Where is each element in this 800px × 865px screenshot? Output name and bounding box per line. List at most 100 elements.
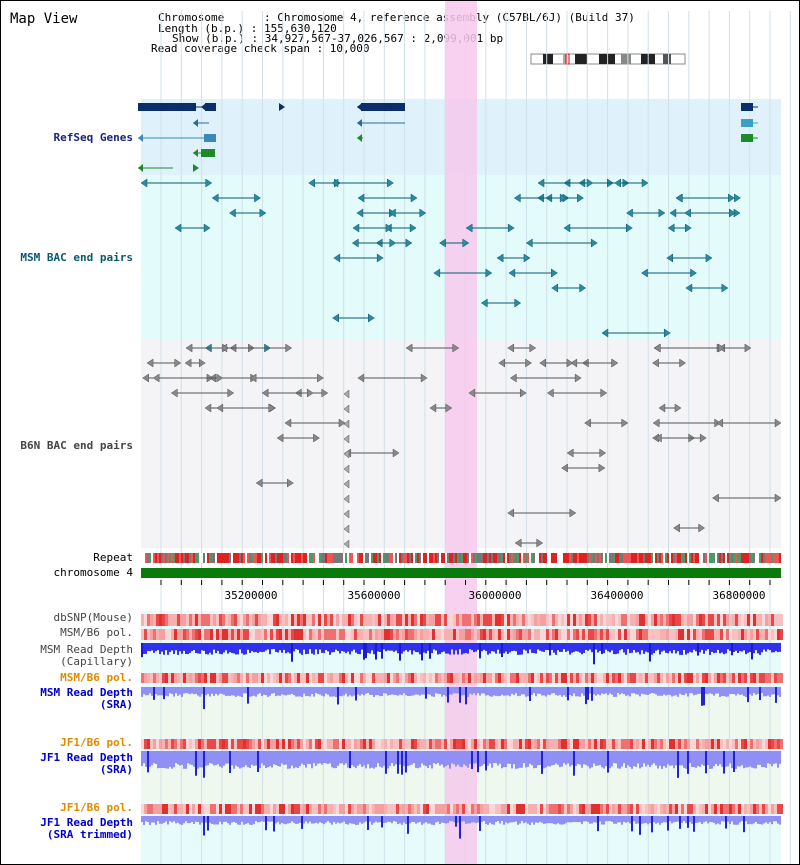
depth-bar — [615, 751, 617, 764]
depth-bar — [181, 687, 183, 697]
heat-cell — [669, 739, 672, 749]
heat-cell — [219, 629, 222, 640]
depth-bar — [639, 687, 641, 697]
polymorphism-heatmaps[interactable] — [141, 614, 783, 814]
read-depth-plots[interactable] — [141, 643, 781, 839]
chromosome-bar-track[interactable] — [141, 568, 781, 578]
depth-bar — [753, 751, 755, 769]
heat-cell — [342, 739, 345, 749]
heat-cell — [576, 614, 579, 626]
depth-bar — [555, 816, 557, 825]
depth-bar — [779, 816, 781, 825]
heat-cell — [153, 804, 156, 814]
heat-cell — [249, 614, 252, 626]
depth-bar — [263, 643, 265, 652]
depth-bar — [231, 751, 233, 766]
depth-bar — [617, 816, 619, 823]
bac-end-marker — [525, 358, 532, 368]
heat-cell — [594, 629, 597, 640]
depth-bar — [603, 816, 605, 825]
heat-cell — [600, 614, 603, 626]
b6n-bac-track[interactable] — [142, 343, 782, 549]
repeat-segment — [545, 553, 547, 563]
heat-cell — [261, 739, 264, 749]
depth-bar — [423, 643, 425, 653]
repeat-segment — [585, 553, 587, 563]
heat-cell — [768, 673, 771, 683]
depth-bar — [687, 687, 689, 697]
heat-cell — [399, 614, 402, 626]
depth-bar — [363, 816, 365, 823]
depth-bar — [655, 643, 657, 651]
depth-bar — [389, 687, 391, 696]
heat-cell — [387, 739, 390, 749]
gene-arrow — [201, 103, 206, 111]
depth-bar — [163, 751, 165, 768]
repeat-segment — [181, 553, 183, 563]
bac-end-marker — [507, 343, 515, 353]
heat-cell — [549, 804, 552, 814]
heat-cell — [285, 804, 288, 814]
depth-bar — [599, 643, 601, 651]
heat-cell — [213, 629, 216, 640]
repeat-track[interactable] — [145, 553, 781, 563]
heat-cell — [699, 739, 702, 749]
heat-cell — [480, 629, 483, 640]
repeat-segment — [481, 553, 483, 563]
heat-cell — [756, 673, 759, 683]
depth-bar — [645, 687, 647, 695]
depth-bar — [541, 751, 543, 774]
depth-bar — [637, 643, 639, 653]
refseq-genes-track[interactable] — [138, 103, 758, 172]
repeat-segment — [471, 553, 473, 563]
heat-cell — [777, 673, 780, 683]
heat-cell — [192, 629, 195, 640]
heat-cell — [270, 673, 273, 683]
depth-bar — [403, 816, 405, 823]
depth-bar — [521, 816, 523, 822]
heat-cell — [432, 614, 435, 626]
repeat-segment — [623, 553, 625, 563]
depth-bar — [353, 687, 355, 696]
heat-cell — [513, 614, 516, 626]
msm-bac-track[interactable] — [140, 178, 741, 353]
heat-cell — [684, 739, 687, 749]
depth-bar — [381, 816, 383, 828]
repeat-segment — [387, 553, 389, 563]
depth-bar — [253, 643, 255, 653]
heat-cell — [522, 804, 525, 814]
heat-cell — [549, 614, 552, 626]
heat-cell — [573, 629, 576, 640]
depth-bar — [303, 643, 305, 650]
depth-bar — [445, 643, 447, 654]
heat-cell — [345, 614, 348, 626]
depth-bar — [581, 816, 583, 825]
repeat-segment — [293, 553, 295, 563]
heat-cell — [357, 673, 360, 683]
depth-bar — [461, 643, 463, 655]
depth-bar — [297, 751, 299, 768]
depth-bar — [251, 751, 253, 765]
heat-cell — [495, 629, 498, 640]
heat-cell — [699, 804, 702, 814]
depth-bar — [451, 816, 453, 822]
bac-end-marker — [529, 343, 537, 353]
repeat-segment — [253, 553, 255, 563]
depth-bar — [409, 816, 411, 824]
heat-cell — [306, 739, 309, 749]
msm-bac-label[interactable]: MSM BAC end pairs — [20, 251, 133, 264]
heat-cell — [750, 629, 753, 640]
b6n-bac-label[interactable]: B6N BAC end pairs — [20, 439, 133, 452]
depth-bar — [443, 816, 445, 823]
refseq-genes-label[interactable]: RefSeq Genes — [53, 131, 133, 144]
depth-bar — [553, 751, 555, 765]
depth-bar — [565, 816, 567, 824]
depth-bar — [669, 687, 671, 695]
heat-cell — [696, 673, 699, 683]
depth-bar — [385, 751, 387, 774]
depth-bar — [633, 643, 635, 650]
depth-bar — [569, 687, 571, 695]
depth-bar — [187, 816, 189, 824]
depth-bar — [319, 751, 321, 764]
